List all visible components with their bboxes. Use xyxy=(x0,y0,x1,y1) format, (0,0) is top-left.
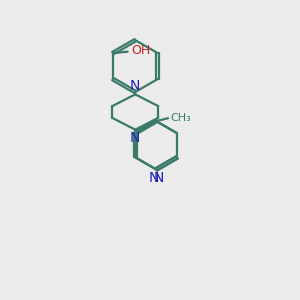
Text: OH: OH xyxy=(132,44,151,57)
Text: N: N xyxy=(130,131,140,145)
Text: CH₃: CH₃ xyxy=(170,113,191,123)
Text: N: N xyxy=(130,79,140,93)
Text: N: N xyxy=(153,171,164,185)
Text: N: N xyxy=(148,171,159,185)
